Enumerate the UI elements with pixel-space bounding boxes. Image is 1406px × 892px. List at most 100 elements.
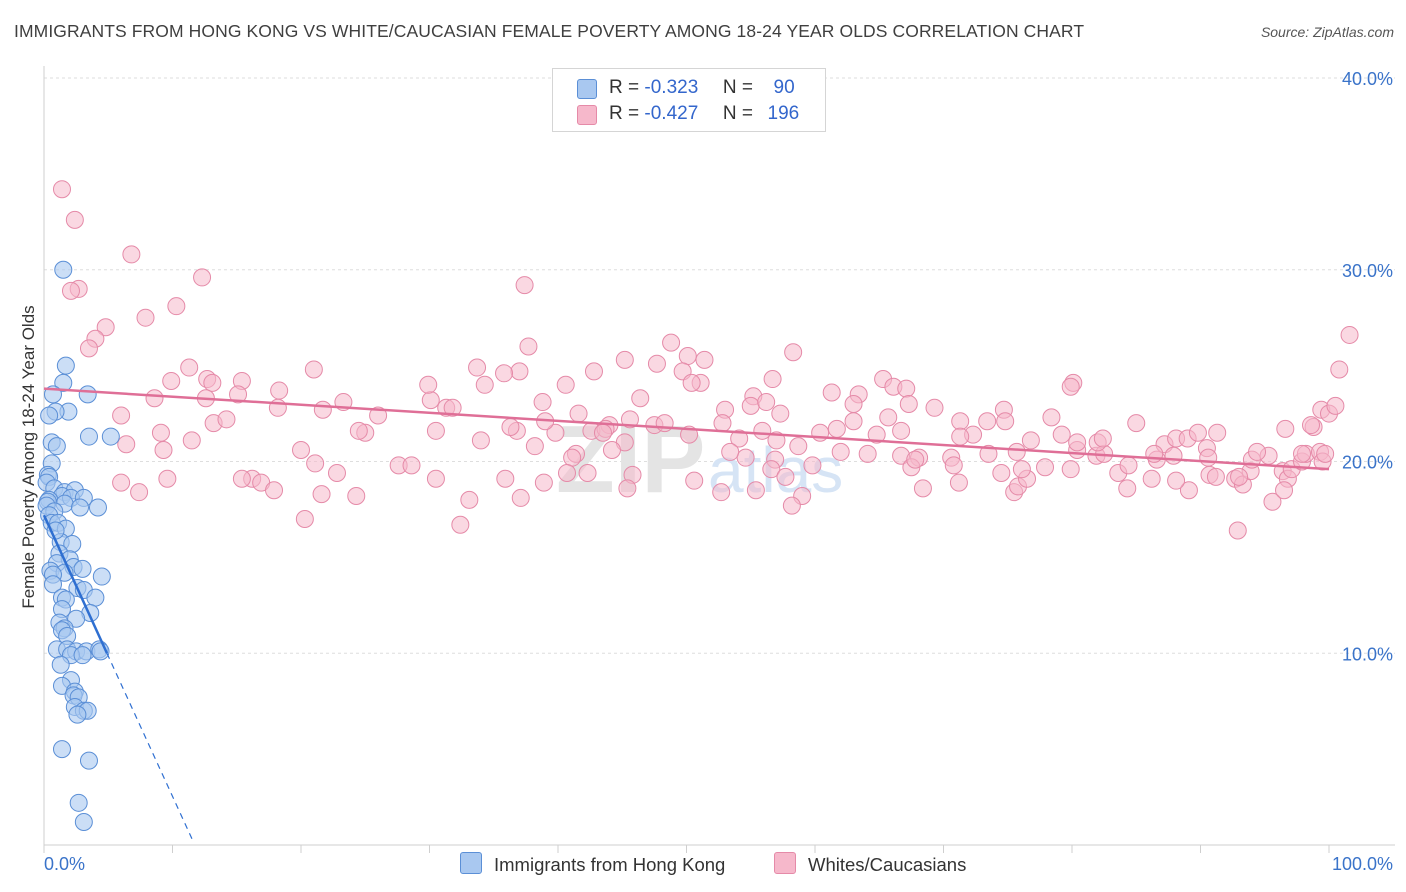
hong-kong-point xyxy=(52,740,71,759)
whites-caucasians-point xyxy=(162,371,181,390)
bottom-legend-hong-kong: Immigrants from Hong Kong xyxy=(460,852,725,876)
whites-caucasians-point xyxy=(951,427,970,446)
whites-caucasians-point xyxy=(1340,325,1359,344)
whites-caucasians-point xyxy=(306,454,325,473)
hong-kong-point xyxy=(51,655,70,674)
whites-caucasians-point xyxy=(662,333,681,352)
legend-r-label: R = xyxy=(609,103,640,124)
y-tick-label: 30.0% xyxy=(1342,261,1393,281)
whites-caucasians-point xyxy=(136,308,155,327)
legend-swatch-pink xyxy=(577,105,597,125)
whites-caucasians-point xyxy=(232,469,251,488)
whites-caucasians-point xyxy=(1179,481,1198,500)
whites-caucasians-point xyxy=(867,425,886,444)
whites-caucasians-point xyxy=(951,412,970,431)
whites-caucasians-point xyxy=(151,423,170,442)
whites-caucasians-point xyxy=(1007,442,1026,461)
hong-kong-point xyxy=(101,427,120,446)
x-tick-label-left: 0.0% xyxy=(44,854,85,874)
whites-caucasians-point xyxy=(79,339,98,358)
y-tick-label: 20.0% xyxy=(1342,453,1393,473)
hong-kong-point xyxy=(47,437,66,456)
whites-caucasians-point xyxy=(451,515,470,534)
whites-caucasians-point xyxy=(647,354,666,373)
whites-caucasians-point xyxy=(1164,446,1183,465)
whites-caucasians-point xyxy=(495,364,514,383)
whites-caucasians-point xyxy=(1068,433,1087,452)
whites-caucasians-point xyxy=(721,442,740,461)
whites-caucasians-point xyxy=(122,245,141,264)
whites-caucasians-point xyxy=(193,268,212,287)
hong-kong-trendline-extension xyxy=(106,653,194,842)
whites-caucasians-point xyxy=(229,385,248,404)
whites-caucasians-point xyxy=(844,412,863,431)
legend-box: R = -0.323 N = 90 R = -0.427 N = 196 xyxy=(552,68,826,132)
whites-caucasians-point xyxy=(468,358,487,377)
whites-caucasians-point xyxy=(615,350,634,369)
whites-caucasians-point xyxy=(1263,492,1282,511)
whites-caucasians-point xyxy=(1206,467,1225,486)
whites-caucasians-point xyxy=(426,469,445,488)
whites-caucasians-point xyxy=(534,473,553,492)
whites-caucasians-point xyxy=(475,375,494,394)
whites-caucasians-point xyxy=(327,464,346,483)
whites-caucasians-point xyxy=(369,406,388,425)
legend-r-label: R = xyxy=(609,77,640,98)
whites-caucasians-point xyxy=(546,423,565,442)
whites-caucasians-point xyxy=(1167,471,1186,490)
whites-caucasians-point xyxy=(313,400,332,419)
whites-caucasians-point xyxy=(1127,414,1146,433)
whites-caucasians-point xyxy=(533,393,552,412)
whites-caucasians-point xyxy=(736,448,755,467)
whites-caucasians-point xyxy=(1119,456,1138,475)
whites-caucasians-point xyxy=(515,276,534,295)
hong-kong-point xyxy=(92,567,111,586)
hong-kong-point xyxy=(40,406,59,425)
whites-caucasians-point xyxy=(1042,408,1061,427)
legend-n-value: 196 xyxy=(767,103,800,124)
whites-caucasians-point xyxy=(584,362,603,381)
whites-caucasians-point xyxy=(789,437,808,456)
whites-caucasians-point xyxy=(556,375,575,394)
whites-caucasians-point xyxy=(897,379,916,398)
x-tick-label-right: 100.0% xyxy=(1332,854,1393,874)
whites-caucasians-point xyxy=(158,469,177,488)
whites-caucasians-point xyxy=(96,318,115,337)
whites-caucasians-point xyxy=(1142,469,1161,488)
whites-caucasians-point xyxy=(618,479,637,498)
hong-kong-point xyxy=(68,705,87,724)
whites-caucasians-point xyxy=(620,410,639,429)
whites-caucasians-point xyxy=(593,423,612,442)
whites-caucasians-point xyxy=(1276,419,1295,438)
whites-caucasians-point xyxy=(270,381,289,400)
whites-caucasians-trendline xyxy=(43,387,1330,471)
legend-r-value: -0.427 xyxy=(644,103,699,124)
hong-kong-point xyxy=(78,385,97,404)
whites-caucasians-point xyxy=(295,510,314,529)
whites-caucasians-point xyxy=(563,448,582,467)
y-axis-label: Female Poverty Among 18-24 Year Olds xyxy=(19,305,38,608)
whites-caucasians-point xyxy=(1302,416,1321,435)
whites-caucasians-point xyxy=(1093,429,1112,448)
whites-caucasians-point xyxy=(180,358,199,377)
whites-caucasians-point xyxy=(1293,444,1312,463)
whites-caucasians-point xyxy=(117,435,136,454)
whites-caucasians-point xyxy=(1061,377,1080,396)
whites-caucasians-point xyxy=(1061,460,1080,479)
hong-kong-point xyxy=(79,751,98,770)
whites-caucasians-point xyxy=(1188,423,1207,442)
whites-caucasians-point xyxy=(776,467,795,486)
legend-n-value: 90 xyxy=(773,77,795,98)
hong-kong-point xyxy=(67,609,86,628)
whites-caucasians-point xyxy=(112,406,131,425)
y-tick-label: 10.0% xyxy=(1342,644,1393,664)
bottom-legend-label: Whites/Caucasians xyxy=(808,854,967,875)
whites-caucasians-point xyxy=(52,180,71,199)
whites-caucasians-point xyxy=(1012,460,1031,479)
whites-caucasians-point xyxy=(949,473,968,492)
whites-caucasians-point xyxy=(944,456,963,475)
whites-caucasians-point xyxy=(557,464,576,483)
y-tick-label: 40.0% xyxy=(1342,69,1393,89)
whites-caucasians-point xyxy=(347,487,366,506)
